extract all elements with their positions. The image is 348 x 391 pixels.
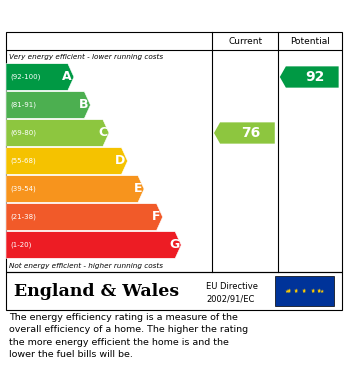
Polygon shape <box>6 92 90 118</box>
Text: Not energy efficient - higher running costs: Not energy efficient - higher running co… <box>9 262 163 269</box>
Text: A: A <box>62 70 72 84</box>
Text: ★: ★ <box>293 289 298 294</box>
Text: ★: ★ <box>311 288 315 293</box>
Polygon shape <box>6 148 128 174</box>
Text: EU Directive: EU Directive <box>206 282 258 291</box>
Text: (21-38): (21-38) <box>10 214 36 220</box>
Polygon shape <box>6 232 181 258</box>
Polygon shape <box>6 176 144 202</box>
Polygon shape <box>6 204 163 230</box>
Text: (55-68): (55-68) <box>10 158 36 164</box>
Polygon shape <box>280 66 339 88</box>
Text: Very energy efficient - lower running costs: Very energy efficient - lower running co… <box>9 54 164 59</box>
Text: ★: ★ <box>311 289 315 294</box>
Polygon shape <box>6 120 109 146</box>
Text: Potential: Potential <box>290 36 330 45</box>
Text: F: F <box>152 210 161 224</box>
Text: D: D <box>115 154 126 167</box>
Text: (39-54): (39-54) <box>10 186 36 192</box>
Text: ★: ★ <box>287 289 291 294</box>
Text: (1-20): (1-20) <box>10 242 31 248</box>
Text: ★: ★ <box>317 289 322 294</box>
Text: Current: Current <box>228 36 262 45</box>
Text: (69-80): (69-80) <box>10 130 36 136</box>
Polygon shape <box>6 64 74 90</box>
Text: ★: ★ <box>302 289 306 294</box>
Text: Energy Efficiency Rating: Energy Efficiency Rating <box>9 9 230 24</box>
Text: ★: ★ <box>319 289 324 294</box>
Text: ★: ★ <box>285 289 289 294</box>
Text: (92-100): (92-100) <box>10 74 40 80</box>
Text: B: B <box>79 99 88 111</box>
Text: 2002/91/EC: 2002/91/EC <box>206 294 254 303</box>
Text: ★: ★ <box>293 288 298 293</box>
Text: E: E <box>134 183 142 196</box>
Text: (81-91): (81-91) <box>10 102 36 108</box>
Text: ★: ★ <box>317 289 322 293</box>
Text: G: G <box>169 239 179 251</box>
Text: C: C <box>98 127 107 140</box>
Text: 92: 92 <box>306 70 325 84</box>
Bar <box>275 276 334 306</box>
Text: The energy efficiency rating is a measure of the
overall efficiency of a home. T: The energy efficiency rating is a measur… <box>9 313 248 359</box>
Text: ★: ★ <box>302 288 306 293</box>
Polygon shape <box>214 122 275 143</box>
Text: ★: ★ <box>287 289 291 293</box>
Text: 76: 76 <box>241 126 260 140</box>
Text: England & Wales: England & Wales <box>14 283 180 300</box>
